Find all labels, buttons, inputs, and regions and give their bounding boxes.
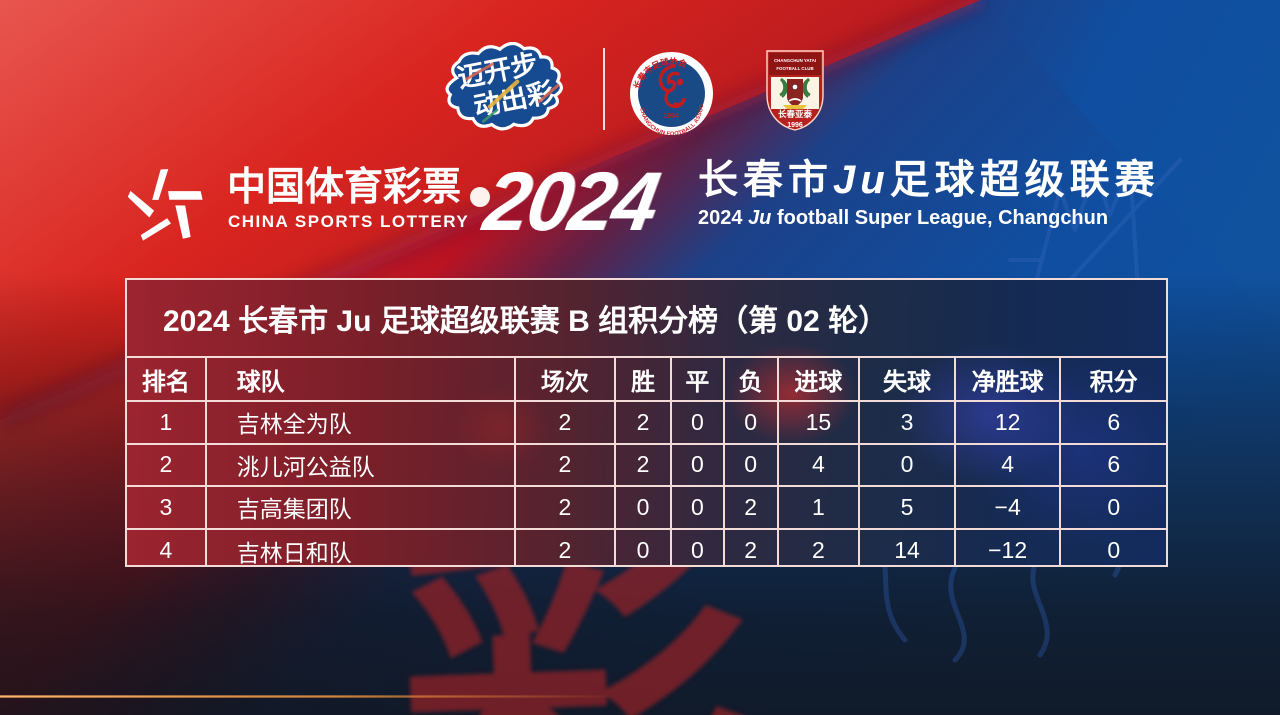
svg-text:1994: 1994 <box>663 113 679 120</box>
svg-text:长春亚泰: 长春亚泰 <box>778 109 813 119</box>
svg-text:1996: 1996 <box>787 122 803 129</box>
svg-text:CHANGCHUN YATAI: CHANGCHUN YATAI <box>774 58 816 63</box>
svg-text:FOOTBALL CLUB: FOOTBALL CLUB <box>776 66 813 71</box>
